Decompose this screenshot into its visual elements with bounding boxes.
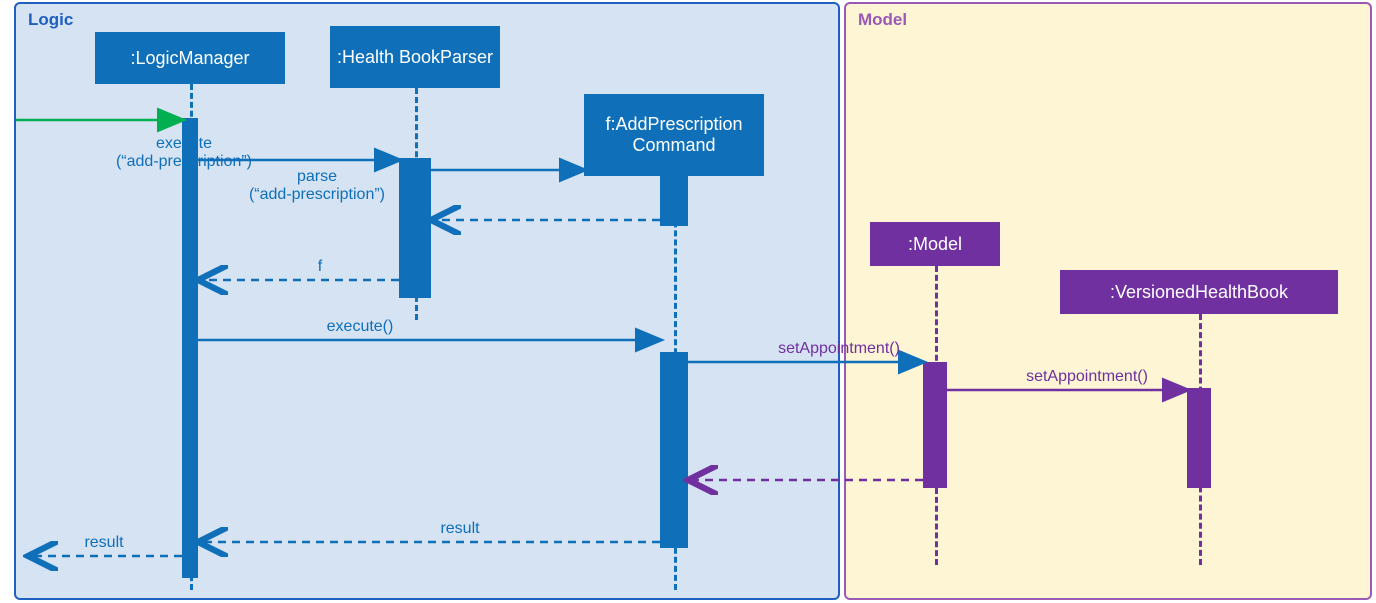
label-result2: result	[64, 534, 144, 552]
participant-addPresc: f:AddPrescription Command	[584, 94, 764, 176]
label-execute: execute()	[300, 318, 420, 336]
label-execute_add: execute(“add-prescription”)	[104, 135, 264, 171]
activation-5	[1187, 388, 1211, 488]
label-parse_add: parse(“add-prescription”)	[222, 168, 412, 204]
label-result1: result	[420, 520, 500, 538]
label-setApp1: setAppointment()	[754, 340, 924, 358]
participant-model: :Model	[870, 222, 1000, 266]
frame-model-label: Model	[858, 10, 907, 30]
activation-4	[923, 362, 947, 488]
participant-logicManager: :LogicManager	[95, 32, 285, 84]
activation-2	[660, 174, 688, 226]
activation-0	[182, 118, 198, 578]
activation-3	[660, 352, 688, 548]
frame-logic: Logic	[14, 2, 840, 600]
label-setApp2: setAppointment()	[1002, 368, 1172, 386]
participant-versioned: :VersionedHealthBook	[1060, 270, 1338, 314]
participant-healthParser: :Health BookParser	[330, 26, 500, 88]
label-f: f	[300, 258, 340, 276]
frame-logic-label: Logic	[28, 10, 73, 30]
